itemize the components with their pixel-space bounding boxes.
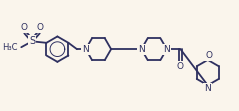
Text: N: N <box>138 45 145 54</box>
Text: N: N <box>204 84 211 93</box>
Text: N: N <box>163 45 170 54</box>
Text: O: O <box>177 62 184 71</box>
Text: N: N <box>82 45 89 54</box>
Text: O: O <box>205 52 212 60</box>
Text: H₃C: H₃C <box>2 43 17 52</box>
Text: O: O <box>36 23 43 32</box>
Text: S: S <box>29 36 35 46</box>
Text: O: O <box>21 23 28 32</box>
